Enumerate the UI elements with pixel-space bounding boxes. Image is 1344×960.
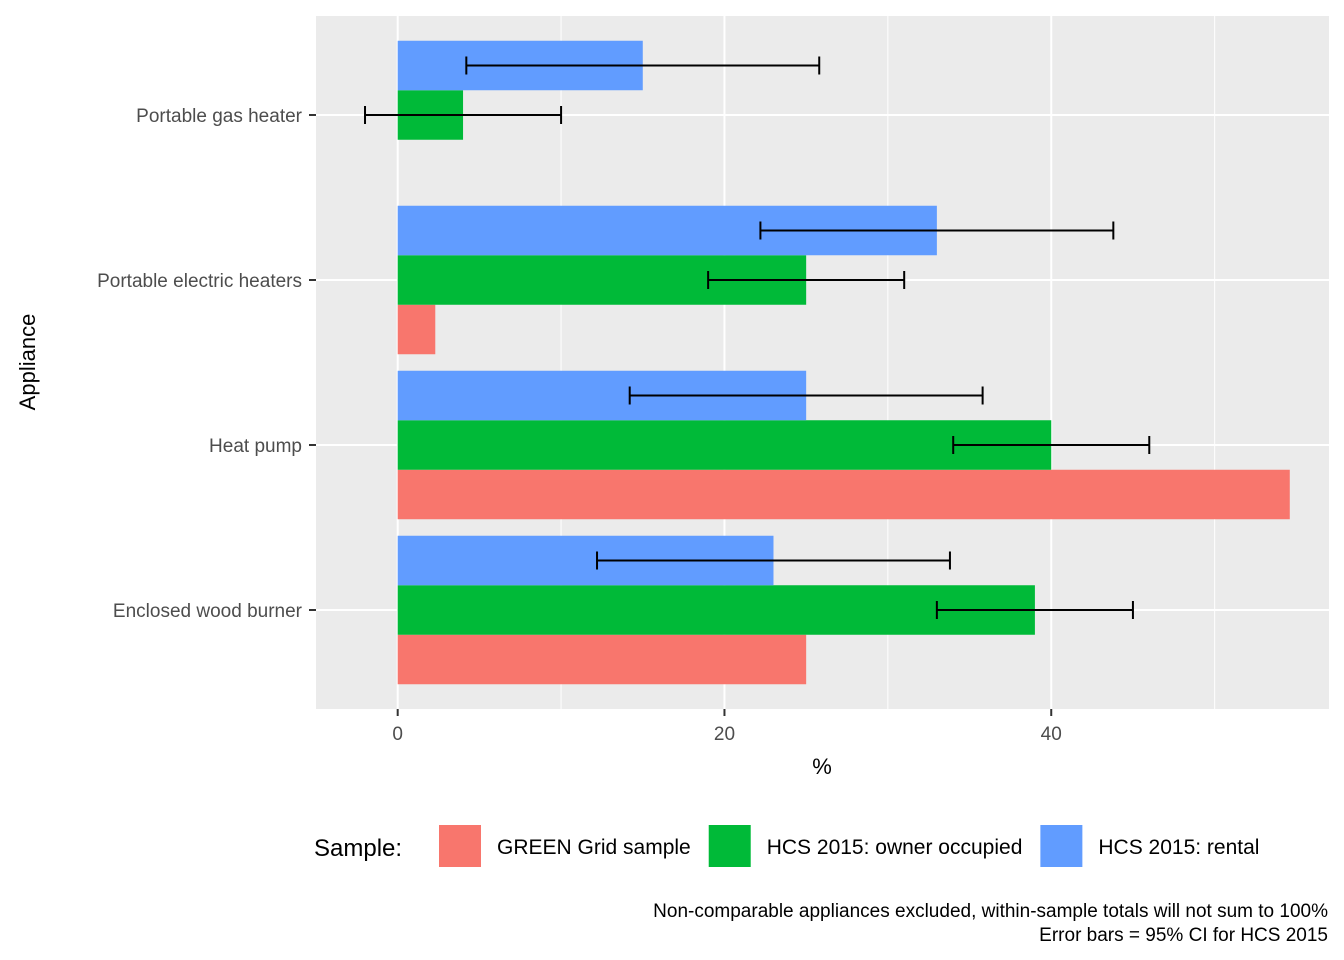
error-bar <box>465 56 821 75</box>
error-bars <box>364 56 1151 619</box>
legend: Sample: GREEN Grid sample HCS 2015: owner… <box>314 825 1259 867</box>
y-tick-label: Portable gas heater <box>136 106 303 127</box>
error-bar <box>596 551 951 570</box>
error-bar <box>707 271 906 289</box>
legend-key <box>1040 825 1083 867</box>
legend-label: HCS 2015: owner occupied <box>767 836 1023 859</box>
x-axis: 0 20 40 <box>392 709 1062 745</box>
bars <box>397 40 1290 685</box>
x-axis-title: % <box>812 754 832 779</box>
error-bar <box>364 106 563 124</box>
x-tick-label: 40 <box>1041 724 1062 745</box>
caption-line-1: Non-comparable appliances excluded, with… <box>653 901 1328 922</box>
bar <box>397 585 1035 635</box>
caption-line-2: Error bars = 95% CI for HCS 2015 <box>1039 925 1328 946</box>
bar <box>397 304 436 355</box>
error-bar <box>935 601 1134 619</box>
legend-key <box>708 825 751 867</box>
y-axis: Enclosed wood burner Heat pump Portable el… <box>97 106 316 622</box>
legend-title: Sample: <box>314 835 402 862</box>
legend-label: GREEN Grid sample <box>497 836 691 859</box>
bar <box>397 420 1052 470</box>
error-bar <box>759 221 1115 240</box>
y-tick-label: Heat pump <box>209 436 302 457</box>
y-axis-title: Appliance <box>15 314 40 411</box>
x-tick-label: 20 <box>714 724 735 745</box>
x-tick-label: 0 <box>392 724 403 745</box>
bar <box>397 634 807 685</box>
error-bar <box>952 436 1151 454</box>
legend-label: HCS 2015: rental <box>1098 836 1259 859</box>
y-tick-label: Enclosed wood burner <box>113 601 303 622</box>
error-bar <box>628 386 984 405</box>
legend-key <box>439 825 481 867</box>
bar <box>397 469 1290 520</box>
y-tick-label: Portable electric heaters <box>97 271 302 292</box>
